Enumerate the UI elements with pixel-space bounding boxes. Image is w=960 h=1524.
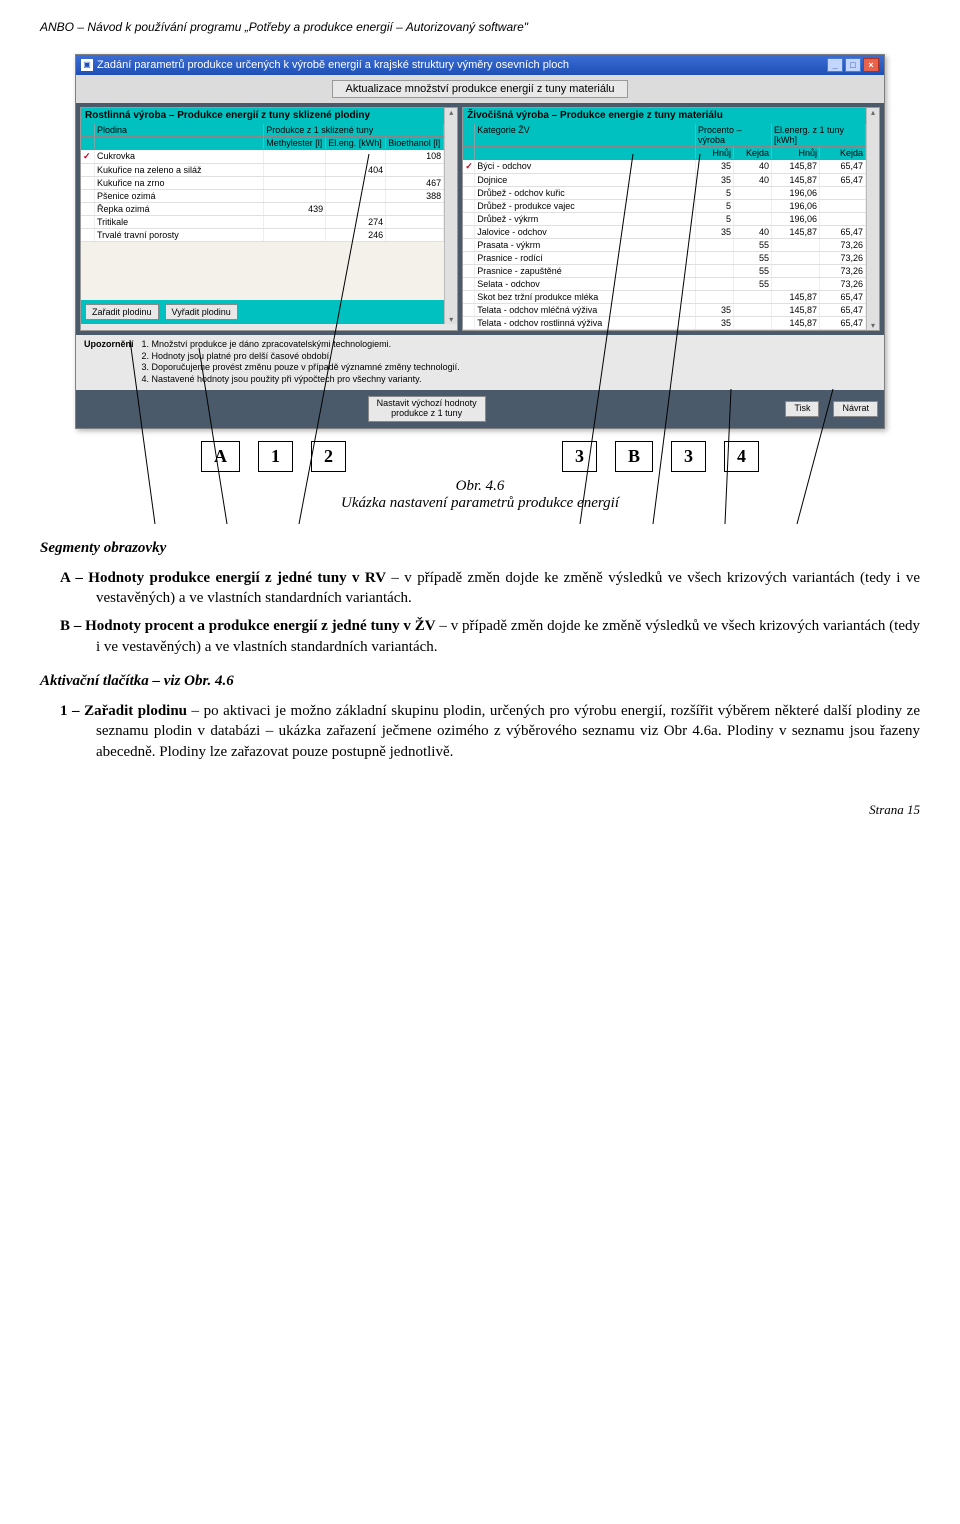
col-plodina: Plodina (95, 124, 264, 136)
table-row[interactable]: ✓Býci - odchov3540145,8765,47 (463, 160, 866, 174)
table-row[interactable]: Pšenice ozimá388 (81, 190, 444, 203)
segments-heading: Segmenty obrazovky (40, 538, 920, 558)
activation-heading: Aktivační tlačítka – viz Obr. 4.6 (40, 671, 920, 691)
panel-animal-production: Živočišná výroba – Produkce energie z tu… (462, 107, 880, 331)
table-row[interactable]: Řepka ozimá439 (81, 203, 444, 216)
table-row[interactable]: Jalovice - odchov3540145,8765,47 (463, 226, 866, 239)
subcol-hnuj1: Hnůj (696, 147, 734, 159)
maximize-button[interactable]: □ (845, 58, 861, 72)
subcol-hnuj2: Hnůj (772, 147, 820, 159)
label-3b: 3 (671, 441, 706, 472)
notice-line: 2. Hodnoty jsou platné pro delší časové … (142, 351, 460, 363)
table-row[interactable]: Prasnice - zapuštěné5573,26 (463, 265, 866, 278)
application-window: ▣ Zadání parametrů produkce určených k v… (75, 54, 885, 429)
label-2: 2 (311, 441, 346, 472)
print-button[interactable]: Tisk (785, 401, 819, 417)
col-elenerg: El.energ. z 1 tuny [kWh] (772, 124, 866, 146)
subcol-kejda2: Kejda (820, 147, 866, 159)
window-title: Zadání parametrů produkce určených k výr… (97, 59, 569, 71)
plant-table: ✓Cukrovka108Kukuřice na zeleno a siláž40… (81, 150, 444, 242)
col-kategorie: Kategorie ŽV (475, 124, 696, 146)
notice-lines: 1. Množství produkce je dáno zpracovatel… (142, 339, 460, 386)
subtitle-label: Aktualizace množství produkce energií z … (332, 80, 627, 98)
panel-left-head1: Plodina Produkce z 1 sklizené tuny (81, 124, 444, 137)
bottom-bar: Nastavit výchozí hodnotyprodukce z 1 tun… (76, 390, 884, 428)
window-buttons: _ □ × (827, 58, 879, 72)
remove-plant-button[interactable]: Vyřadit plodinu (165, 304, 238, 320)
subtitle-bar: Aktualizace množství produkce energií z … (76, 75, 884, 103)
label-4: 4 (724, 441, 759, 472)
table-row[interactable]: Kukuřice na zeleno a siláž404 (81, 164, 444, 177)
label-B: B (615, 441, 653, 472)
table-row[interactable]: Dojnice3540145,8765,47 (463, 174, 866, 187)
annotation-labels-row: A 1 2 3 B 3 4 (40, 441, 920, 472)
panel-plant-production: Rostlinná výroba – Produkce energií z tu… (80, 107, 458, 331)
notice-line: 1. Množství produkce je dáno zpracovatel… (142, 339, 460, 351)
col-eleng: El.eng. [kWh] (326, 137, 386, 149)
table-row[interactable]: Telata - odchov mléčná výživa35145,8765,… (463, 304, 866, 317)
window-icon: ▣ (81, 59, 93, 71)
back-button[interactable]: Návrat (833, 401, 878, 417)
scrollbar-left[interactable]: ▴▾ (444, 108, 457, 324)
minimize-button[interactable]: _ (827, 58, 843, 72)
label-1: 1 (258, 441, 293, 472)
add-plant-button[interactable]: Zařadit plodinu (85, 304, 159, 320)
screenshot-container: ▣ Zadání parametrů produkce určených k v… (75, 54, 885, 429)
reset-defaults-button[interactable]: Nastavit výchozí hodnotyprodukce z 1 tun… (368, 396, 486, 422)
table-row[interactable]: Drůbež - odchov kuřic5196,06 (463, 187, 866, 200)
panel-left-head2: Methylester [l] El.eng. [kWh] Bioethanol… (81, 137, 444, 150)
table-row[interactable]: Skot bez tržní produkce mléka145,8765,47 (463, 291, 866, 304)
label-A: A (201, 441, 240, 472)
col-methylester: Methylester [l] (264, 137, 326, 149)
panel-right-head2: Hnůj Kejda Hnůj Kejda (463, 147, 866, 160)
table-row[interactable]: Selata - odchov5573,26 (463, 278, 866, 291)
table-row[interactable]: Tritikale274 (81, 216, 444, 229)
animal-table: ✓Býci - odchov3540145,8765,47Dojnice3540… (463, 160, 866, 330)
table-row[interactable]: Telata - odchov rostlinná výživa35145,87… (463, 317, 866, 330)
window-titlebar: ▣ Zadání parametrů produkce určených k v… (76, 55, 884, 75)
panels-row: Rostlinná výroba – Produkce energií z tu… (76, 103, 884, 335)
table-row[interactable]: Trvalé travní porosty246 (81, 229, 444, 242)
notice-label: Upozornění (84, 339, 134, 386)
panel-left-footer: Zařadit plodinu Vyřadit plodinu (81, 300, 444, 324)
figure-caption: Obr. 4.6 Ukázka nastavení parametrů prod… (40, 478, 920, 512)
table-row[interactable]: Drůbež - produkce vajec5196,06 (463, 200, 866, 213)
close-button[interactable]: × (863, 58, 879, 72)
subcol-kejda1: Kejda (734, 147, 772, 159)
table-row[interactable]: Kukuřice na zrno467 (81, 177, 444, 190)
notice-line: 3. Doporučujeme provést změnu pouze v př… (142, 362, 460, 374)
action-1: 1 – Zařadit plodinu – po aktivaci je mož… (96, 701, 920, 762)
notice-block: Upozornění 1. Množství produkce je dáno … (76, 335, 884, 390)
col-bioethanol: Bioethanol [l] (386, 137, 444, 149)
panel-right-title: Živočišná výroba – Produkce energie z tu… (463, 108, 866, 124)
page-number: Strana 15 (40, 802, 920, 818)
col-group-produkce: Produkce z 1 sklizené tuny (264, 124, 444, 136)
panel-right-head1: Kategorie ŽV Procento – výroba El.energ.… (463, 124, 866, 147)
notice-line: 4. Nastavené hodnoty jsou použity při vý… (142, 374, 460, 386)
label-3: 3 (562, 441, 597, 472)
scrollbar-right[interactable]: ▴▾ (866, 108, 879, 330)
table-row[interactable]: ✓Cukrovka108 (81, 150, 444, 164)
col-procento: Procento – výroba (696, 124, 772, 146)
segment-A: A – Hodnoty produkce energií z jedné tun… (96, 568, 920, 609)
panel-left-title: Rostlinná výroba – Produkce energií z tu… (81, 108, 444, 124)
segment-B: B – Hodnoty procent a produkce energií z… (96, 616, 920, 657)
body-text: Segmenty obrazovky A – Hodnoty produkce … (40, 538, 920, 762)
document-header: ANBO – Návod k používání programu „Potře… (40, 20, 920, 34)
table-row[interactable]: Prasnice - rodící5573,26 (463, 252, 866, 265)
table-row[interactable]: Drůbež - výkrm5196,06 (463, 213, 866, 226)
table-row[interactable]: Prasata - výkrm5573,26 (463, 239, 866, 252)
